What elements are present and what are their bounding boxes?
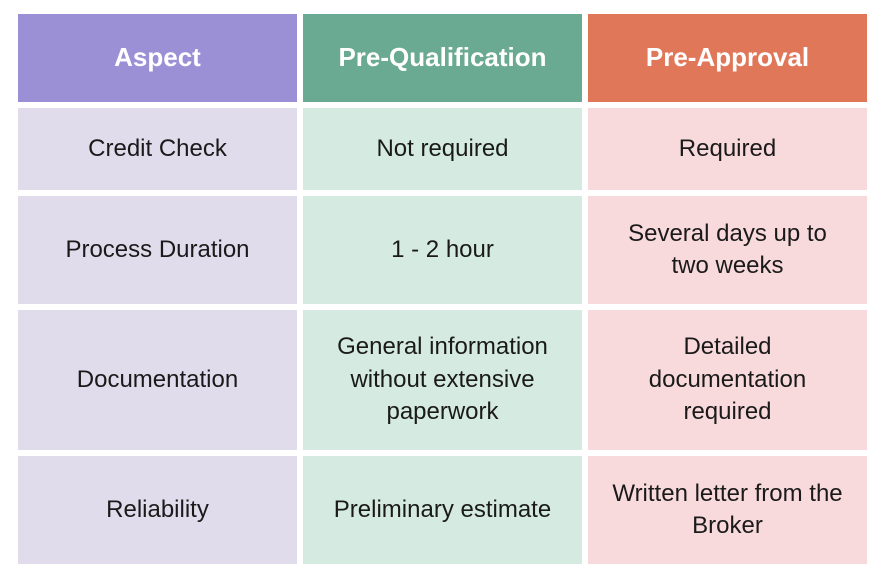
col-header-aspect: Aspect (18, 14, 297, 102)
row-prequal: General information without extensive pa… (303, 310, 582, 450)
row-aspect: Documentation (18, 310, 297, 450)
row-prequal: Preliminary estimate (303, 456, 582, 564)
comparison-table: Aspect Pre-Qualification Pre-Approval Cr… (18, 14, 867, 564)
row-prequal: Not required (303, 108, 582, 190)
row-preapp: Detailed documentation required (588, 310, 867, 450)
col-header-prequal: Pre-Qualification (303, 14, 582, 102)
row-prequal: 1 - 2 hour (303, 196, 582, 304)
row-preapp: Written letter from the Broker (588, 456, 867, 564)
row-aspect: Process Duration (18, 196, 297, 304)
row-aspect: Reliability (18, 456, 297, 564)
row-preapp: Required (588, 108, 867, 190)
row-aspect: Credit Check (18, 108, 297, 190)
row-preapp: Several days up to two weeks (588, 196, 867, 304)
col-header-preapp: Pre-Approval (588, 14, 867, 102)
